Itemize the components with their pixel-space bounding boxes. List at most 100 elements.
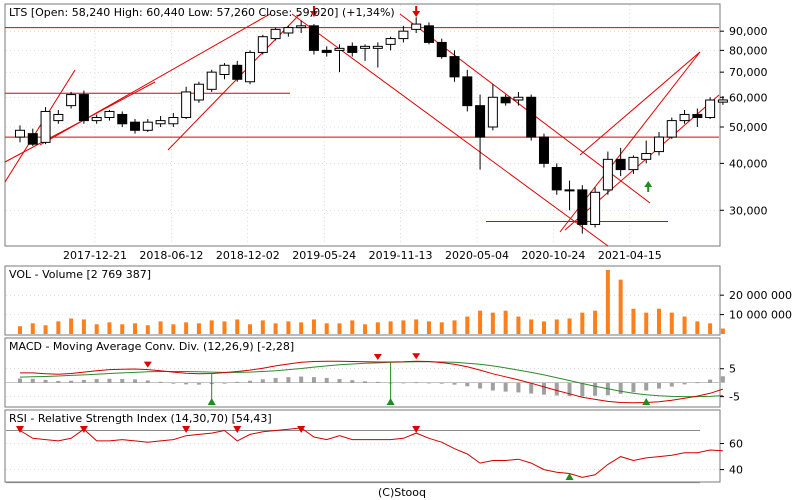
volume-bar bbox=[478, 310, 483, 334]
macd-histogram-bar bbox=[273, 377, 278, 383]
rsi-signal-arrows bbox=[16, 426, 574, 480]
macd-signal-line bbox=[19, 361, 723, 398]
volume-y-tick-label: 20 000 000 bbox=[729, 289, 792, 302]
volume-bar bbox=[363, 324, 368, 334]
volume-y-ticks: 10 000 000 20 000 000 bbox=[720, 289, 792, 322]
candle-body bbox=[577, 189, 588, 225]
macd-histogram-bar bbox=[541, 382, 546, 395]
macd-histogram-bar bbox=[107, 378, 112, 383]
volume-bar bbox=[324, 323, 329, 334]
candle-body bbox=[104, 110, 115, 119]
volume-bar bbox=[235, 319, 240, 334]
rsi-y-tick-label: 60 bbox=[729, 438, 743, 451]
volume-bar bbox=[452, 320, 457, 334]
candle-body bbox=[245, 51, 256, 83]
candle-body bbox=[257, 36, 268, 53]
candle-body bbox=[705, 99, 716, 119]
price-y-tick-label: 60,000 bbox=[729, 91, 768, 104]
candle-body bbox=[436, 41, 447, 58]
volume-bar bbox=[618, 279, 623, 334]
macd-histogram-bar bbox=[567, 382, 572, 397]
volume-bars bbox=[18, 269, 725, 334]
macd-histogram-bar bbox=[248, 380, 253, 383]
macd-histogram-bar bbox=[375, 381, 380, 383]
candle-body bbox=[40, 110, 51, 143]
candle-body bbox=[615, 158, 626, 171]
volume-bar bbox=[375, 322, 380, 334]
rsi-down-arrow-icon bbox=[79, 426, 88, 433]
rsi-panel: 60 40 RSI - Relative Strength Index (14,3… bbox=[4, 409, 743, 484]
volume-bar bbox=[18, 326, 22, 334]
price-signal-arrows bbox=[309, 6, 653, 192]
macd-histogram-bar bbox=[363, 381, 368, 383]
volume-bar bbox=[184, 322, 189, 334]
volume-bar bbox=[350, 320, 355, 334]
candle-body bbox=[385, 38, 396, 45]
price-trendlines bbox=[4, 13, 720, 247]
macd-histogram-bar bbox=[299, 376, 304, 383]
price-y-tick-label: 90,000 bbox=[729, 25, 768, 38]
volume-bar bbox=[209, 320, 214, 334]
candle-body bbox=[628, 156, 639, 171]
macd-histogram-bar bbox=[503, 382, 508, 392]
candle-body bbox=[372, 45, 383, 49]
price-down-arrow-icon bbox=[412, 6, 421, 17]
macd-gridlines bbox=[6, 368, 719, 397]
volume-bar bbox=[273, 323, 278, 334]
macd-histogram-bar bbox=[56, 381, 61, 383]
macd-y-tick-label: 5 bbox=[729, 363, 736, 376]
volume-y-tick-label: 10 000 000 bbox=[729, 309, 792, 322]
candle-body bbox=[334, 47, 345, 51]
macd-histogram-bar bbox=[171, 382, 176, 384]
price-x-tick-label: 2018-06-12 bbox=[139, 249, 203, 262]
macd-histogram-bar bbox=[478, 382, 483, 389]
price-x-tick-label: 2019-05-24 bbox=[292, 249, 356, 262]
candle-body bbox=[411, 23, 422, 30]
volume-bar bbox=[145, 325, 150, 334]
macd-histogram-bar bbox=[439, 382, 444, 384]
candle-body bbox=[398, 30, 409, 40]
macd-histogram-bar bbox=[145, 380, 150, 383]
candle-body bbox=[283, 27, 294, 34]
volume-bar bbox=[720, 328, 725, 334]
price-trend-line bbox=[4, 69, 76, 183]
candle-body bbox=[27, 133, 38, 145]
macd-title: MACD - Moving Average Conv. Div. (12,26,… bbox=[9, 340, 294, 353]
candle-body bbox=[15, 129, 25, 138]
candle-body bbox=[347, 45, 358, 53]
price-x-tick-label: 2018-12-02 bbox=[216, 249, 280, 262]
candle-body bbox=[666, 120, 677, 138]
volume-bar bbox=[490, 312, 495, 334]
candle-body bbox=[130, 121, 141, 131]
volume-bar bbox=[299, 322, 304, 334]
candle-body bbox=[449, 56, 460, 78]
candle-body bbox=[654, 136, 664, 153]
volume-bar bbox=[593, 310, 598, 334]
rsi-y-ticks: 60 40 bbox=[720, 438, 743, 477]
price-x-tick-label: 2019-11-13 bbox=[369, 249, 433, 262]
macd-histogram-bar bbox=[324, 377, 329, 383]
candle-body bbox=[513, 96, 524, 101]
volume-bar bbox=[401, 320, 406, 334]
macd-histogram-bar bbox=[644, 382, 649, 391]
macd-down-arrow-icon bbox=[143, 361, 152, 368]
volume-bar bbox=[120, 324, 125, 334]
macd-histogram-bar bbox=[158, 381, 163, 383]
volume-bar bbox=[94, 324, 99, 334]
macd-histogram-bar bbox=[401, 382, 406, 384]
macd-up-arrow-icon bbox=[386, 398, 395, 405]
volume-panel: 10 000 000 20 000 000 VOL - Volume [2 769… bbox=[4, 265, 792, 336]
volume-bar bbox=[682, 316, 687, 334]
macd-histogram-bar bbox=[682, 382, 687, 385]
macd-signal-arrows bbox=[143, 353, 651, 405]
candle-body bbox=[155, 120, 166, 125]
macd-histogram-bar bbox=[529, 382, 534, 394]
macd-histogram-bar bbox=[81, 379, 86, 383]
price-panel-frame bbox=[4, 3, 721, 247]
candle-body bbox=[717, 99, 728, 103]
price-trend-line bbox=[291, 13, 609, 247]
candle-body bbox=[66, 94, 77, 107]
price-gridlines bbox=[6, 5, 719, 245]
candle-body bbox=[538, 136, 549, 164]
price-panel: 30,000 40,000 50,000 60,000 70,000 80,000 90,0… bbox=[4, 3, 768, 262]
